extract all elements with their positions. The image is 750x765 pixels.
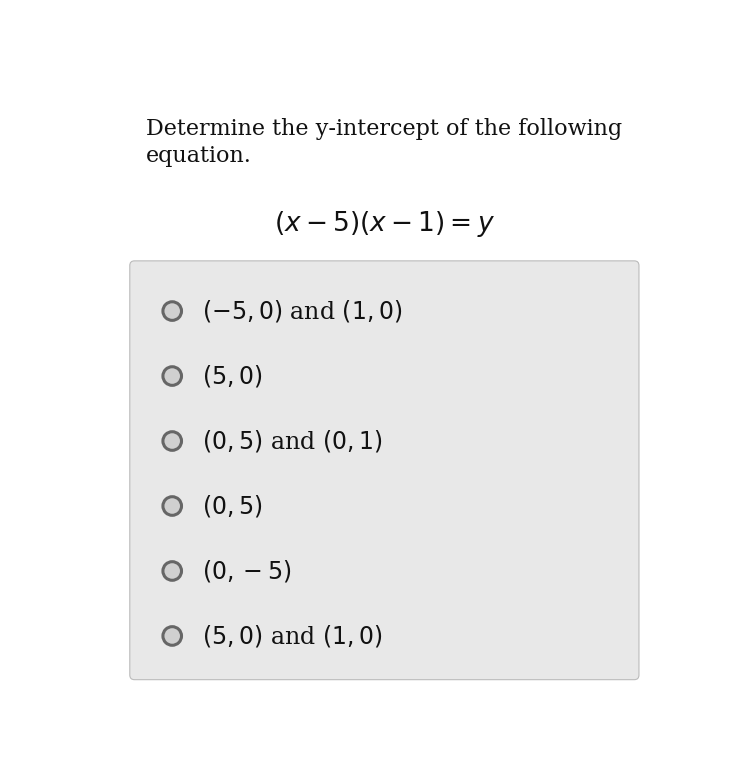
- Text: equation.: equation.: [146, 145, 252, 167]
- FancyBboxPatch shape: [130, 261, 639, 679]
- Ellipse shape: [163, 366, 182, 386]
- Text: $(5, 0)$ and $(1, 0)$: $(5, 0)$ and $(1, 0)$: [202, 623, 383, 649]
- Ellipse shape: [163, 627, 182, 645]
- Ellipse shape: [163, 431, 182, 451]
- Ellipse shape: [163, 301, 182, 321]
- Text: $(-5, 0)$ and $(1, 0)$: $(-5, 0)$ and $(1, 0)$: [202, 298, 403, 324]
- Ellipse shape: [163, 562, 182, 581]
- Text: $(0, 5)$: $(0, 5)$: [202, 493, 263, 519]
- Text: $(0, 5)$ and $(0, 1)$: $(0, 5)$ and $(0, 1)$: [202, 428, 383, 454]
- Text: $(x - 5)(x - 1) = y$: $(x - 5)(x - 1) = y$: [274, 210, 495, 239]
- Text: Determine the y-intercept of the following: Determine the y-intercept of the followi…: [146, 119, 622, 140]
- Text: $(5, 0)$: $(5, 0)$: [202, 363, 263, 389]
- Ellipse shape: [163, 496, 182, 516]
- Text: $(0, -5)$: $(0, -5)$: [202, 558, 292, 584]
